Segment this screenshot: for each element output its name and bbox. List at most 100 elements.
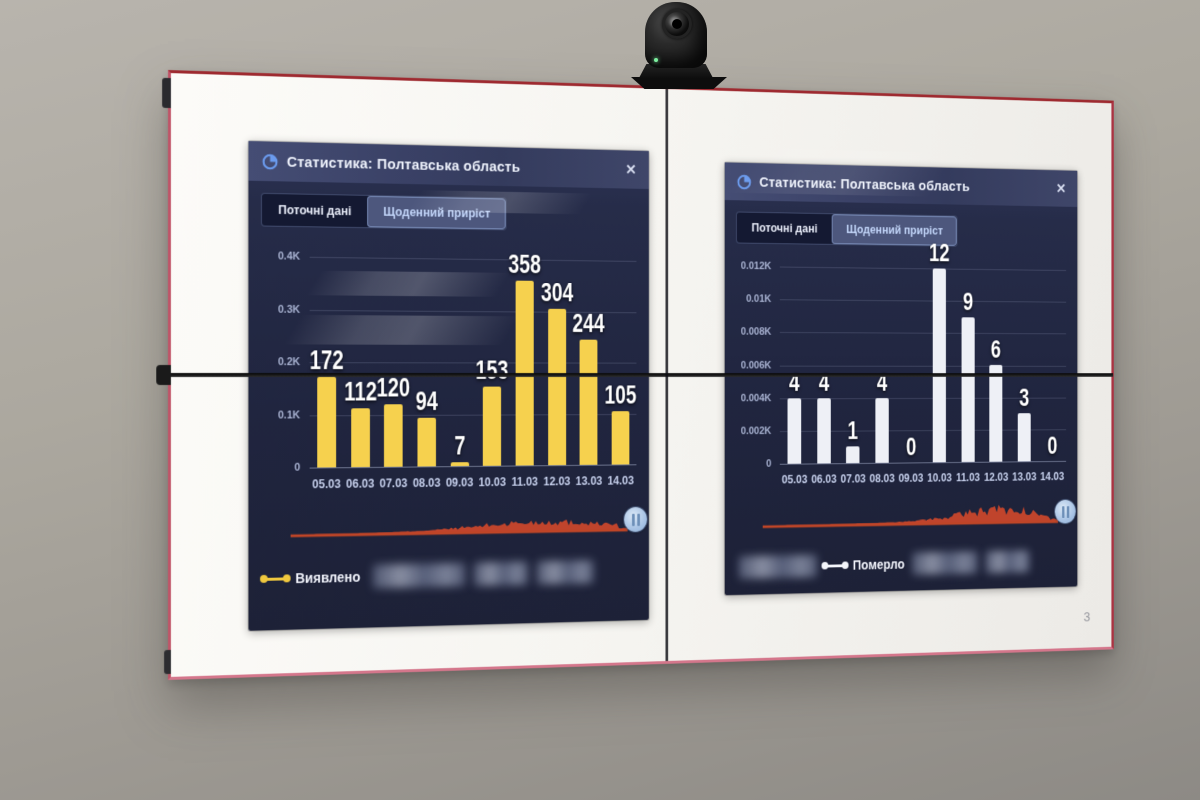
bar-slot: 4 bbox=[780, 267, 809, 464]
y-axis-tick: 0.008K bbox=[740, 326, 772, 338]
pie-chart-icon bbox=[737, 173, 752, 189]
wall-mount-clip bbox=[164, 649, 171, 675]
y-axis-tick: 0.4K bbox=[277, 250, 301, 263]
bar-slot: 172 bbox=[309, 257, 344, 468]
bar-09.03[interactable] bbox=[450, 462, 469, 467]
bar-value-label: 7 bbox=[454, 431, 466, 461]
x-axis-tick: 07.03 bbox=[840, 472, 866, 486]
bar-chart-detected: 0.4K 0.3K 0.2K 0.1K 0 172 112 120 94 7 153 358 304 24… bbox=[258, 250, 638, 491]
y-axis-tick: 0.004K bbox=[740, 392, 772, 404]
panel-title: Статистика: Полтавська область bbox=[286, 153, 521, 176]
bar-11.03[interactable] bbox=[961, 317, 975, 462]
bar-value-label: 0 bbox=[905, 432, 917, 462]
bar-slot: 112 bbox=[343, 257, 377, 468]
x-axis-tick: 12.03 bbox=[543, 474, 571, 489]
bar-slot: 358 bbox=[508, 250, 541, 466]
x-axis-tick: 08.03 bbox=[412, 475, 441, 490]
chart-legend: Виявлено bbox=[263, 559, 642, 591]
bar-07.03[interactable] bbox=[846, 446, 860, 464]
bar-05.03[interactable] bbox=[787, 398, 802, 464]
bar-value-label: 9 bbox=[962, 287, 974, 316]
bar-08.03[interactable] bbox=[417, 417, 436, 467]
bar-10.03[interactable] bbox=[932, 268, 947, 463]
x-axis-tick: 08.03 bbox=[869, 471, 895, 486]
bar-value-label: 1 bbox=[847, 416, 859, 445]
bar-slot: 1 bbox=[839, 267, 868, 464]
wall-bezel-horizontal bbox=[168, 373, 1114, 377]
bar-slot: 105 bbox=[605, 261, 637, 465]
bar-12.03[interactable] bbox=[989, 364, 1003, 462]
bar-value-label: 120 bbox=[376, 373, 411, 403]
x-axis-tick: 09.03 bbox=[898, 471, 924, 485]
close-icon[interactable]: ✕ bbox=[625, 161, 637, 178]
bar-14.03[interactable] bbox=[611, 411, 630, 465]
bar-value-label: 12 bbox=[929, 238, 950, 268]
x-axis-tick: 11.03 bbox=[511, 474, 539, 489]
bar-slot: 12 bbox=[925, 238, 954, 463]
wall-mount-clip bbox=[162, 77, 171, 109]
bar-slot: 4 bbox=[809, 267, 838, 464]
redacted-text bbox=[536, 560, 594, 585]
bar-slot: 4 bbox=[868, 268, 897, 463]
bar-value-label: 112 bbox=[343, 377, 377, 407]
bars-row: 172 112 120 94 7 153 358 304 244 105 bbox=[309, 250, 637, 468]
y-axis-tick: 0.1K bbox=[277, 409, 301, 421]
panel-title: Статистика: Полтавська область bbox=[759, 173, 970, 195]
wall-mount-clip bbox=[156, 364, 171, 386]
bar-06.03[interactable] bbox=[817, 398, 831, 464]
x-axis-tick: 05.03 bbox=[312, 477, 341, 492]
tab-bar: Поточні дані Щоденний приріст bbox=[260, 192, 507, 231]
bar-07.03[interactable] bbox=[384, 404, 403, 467]
bar-slot: 3 bbox=[1010, 269, 1038, 462]
brush-handle[interactable] bbox=[624, 506, 648, 533]
bar-13.03[interactable] bbox=[1017, 413, 1031, 462]
tab-daily-increase[interactable]: Щоденний приріст bbox=[367, 195, 506, 230]
tab-current-data[interactable]: Поточні дані bbox=[737, 212, 832, 243]
redacted-text bbox=[473, 561, 529, 586]
x-axis-labels: 05.03 06.03 07.03 08.03 09.03 10.03 11.03 12.03… bbox=[310, 474, 637, 491]
x-axis-tick: 06.03 bbox=[811, 472, 837, 486]
bar-slot: 0 bbox=[1038, 270, 1066, 461]
legend-marker-detected bbox=[263, 576, 287, 581]
y-axis-tick: 0.2K bbox=[277, 356, 301, 369]
tab-bar: Поточні дані Щоденний приріст bbox=[736, 211, 958, 247]
x-axis-tick: 12.03 bbox=[983, 470, 1009, 484]
close-icon[interactable]: ✕ bbox=[1055, 180, 1067, 197]
panel-header: Статистика: Полтавська область ✕ bbox=[248, 141, 649, 190]
ptz-camera bbox=[615, 2, 765, 96]
x-axis-tick: 05.03 bbox=[781, 472, 808, 487]
bar-value-label: 304 bbox=[540, 278, 574, 308]
chart-legend: Померло bbox=[738, 549, 1071, 579]
bar-12.03[interactable] bbox=[547, 308, 566, 466]
bar-value-label: 153 bbox=[475, 356, 509, 386]
bar-value-label: 244 bbox=[572, 309, 605, 339]
pie-chart-icon bbox=[262, 153, 278, 170]
bar-value-label: 3 bbox=[1019, 383, 1030, 412]
x-axis-tick: 10.03 bbox=[927, 471, 952, 485]
bar-value-label: 105 bbox=[604, 381, 637, 410]
legend-marker-deaths bbox=[824, 563, 846, 568]
x-axis-labels: 05.03 06.03 07.03 08.03 09.03 10.03 11.03 12.03… bbox=[780, 470, 1066, 486]
x-axis-tick: 13.03 bbox=[1012, 470, 1037, 484]
x-axis-tick: 11.03 bbox=[955, 470, 981, 485]
x-axis-tick: 07.03 bbox=[379, 476, 408, 491]
timeline-brush[interactable] bbox=[290, 506, 648, 542]
bar-value-label: 358 bbox=[508, 250, 542, 280]
bar-slot: 6 bbox=[982, 269, 1010, 462]
bar-13.03[interactable] bbox=[579, 339, 598, 465]
timeline-brush[interactable] bbox=[762, 499, 1076, 533]
brush-handle[interactable] bbox=[1054, 499, 1076, 524]
tab-current-data[interactable]: Поточні дані bbox=[262, 194, 367, 227]
bar-06.03[interactable] bbox=[350, 408, 370, 468]
x-axis-tick: 14.03 bbox=[1040, 469, 1065, 483]
bar-slot: 120 bbox=[377, 258, 410, 467]
camera-led-indicator bbox=[654, 58, 658, 62]
redacted-text bbox=[372, 562, 466, 589]
legend-label: Померло bbox=[852, 556, 905, 573]
legend-label: Виявлено bbox=[295, 568, 361, 587]
bar-10.03[interactable] bbox=[483, 386, 502, 466]
activity-sparkline bbox=[762, 503, 1059, 529]
wall-bezel-vertical bbox=[665, 88, 668, 662]
bar-08.03[interactable] bbox=[875, 398, 889, 463]
bar-05.03[interactable] bbox=[317, 376, 336, 468]
